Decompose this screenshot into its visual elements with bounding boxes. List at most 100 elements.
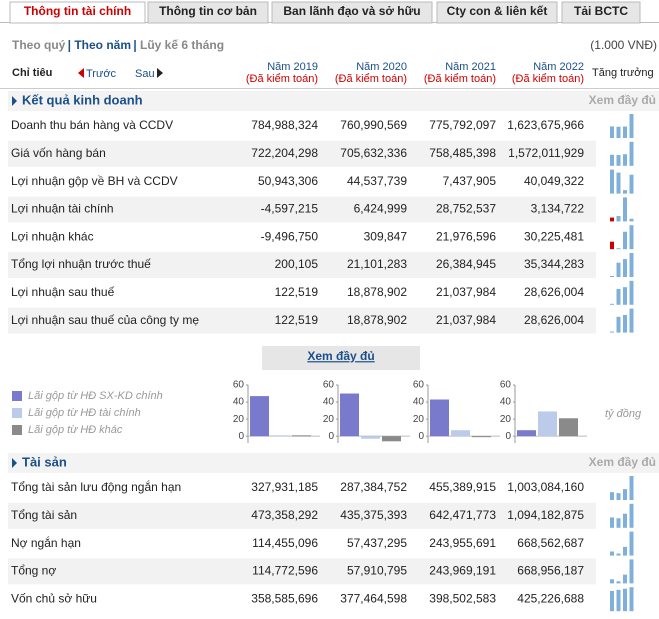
row-bg — [8, 502, 596, 529]
growth-bar — [610, 169, 614, 194]
row-bg — [8, 252, 596, 278]
cell-value: 243,955,691 — [429, 536, 496, 550]
cell-value: 35,344,283 — [524, 257, 584, 271]
growth-bar — [623, 546, 627, 556]
year-header: Năm 2021 — [445, 61, 496, 73]
growth-bar — [616, 316, 621, 333]
cell-value: 21,101,283 — [347, 257, 407, 271]
growth-bar — [629, 503, 634, 528]
growth-bar — [623, 154, 627, 166]
growth-bar — [623, 489, 627, 500]
bar — [382, 436, 401, 442]
growth-bar — [629, 253, 634, 277]
growth-bar — [623, 588, 627, 612]
cell-value: 3,134,722 — [531, 202, 585, 216]
row-label: Tổng nợ — [11, 564, 56, 578]
growth-bar — [616, 553, 621, 556]
bar — [430, 399, 449, 437]
row-label: Lợi nhuận gộp về BH và CCDV — [11, 174, 178, 188]
cell-value: 57,910,795 — [347, 564, 407, 578]
y-tick-label: 40 — [233, 397, 245, 408]
growth-bar — [616, 518, 621, 528]
cell-value: 309,847 — [364, 229, 408, 243]
period-option[interactable]: Theo năm — [74, 38, 131, 52]
cell-value: 7,437,905 — [443, 174, 497, 188]
cell-value: 26,384,945 — [436, 257, 496, 271]
prev-link[interactable]: Trước — [86, 68, 117, 80]
row-label: Doanh thu bán hàng và CCDV — [11, 118, 173, 132]
growth-bar — [610, 217, 614, 222]
bar — [340, 393, 359, 437]
cell-value: 57,437,295 — [347, 536, 407, 550]
show-full-button[interactable] — [262, 346, 420, 370]
cell-value: 200,105 — [275, 257, 319, 271]
legend-label: Lãi gộp từ HĐ tài chính — [28, 407, 141, 419]
growth-bar — [623, 513, 627, 528]
growth-bar — [616, 172, 621, 194]
tab[interactable] — [9, 1, 146, 24]
row-label: Tổng tài sản — [11, 508, 77, 522]
row-label: Tổng lợi nhuận trước thuế — [11, 257, 151, 271]
growth-bar — [610, 590, 614, 612]
cell-value: 21,037,984 — [436, 285, 496, 299]
section-more[interactable]: Xem đầy đủ — [589, 455, 656, 469]
y-tick-label: 20 — [233, 414, 245, 425]
bar — [472, 436, 491, 438]
cell-value: 705,632,336 — [340, 146, 407, 160]
growth-bar — [616, 581, 621, 584]
row-bg — [8, 307, 596, 334]
y-axis-unit: tỷ đồng — [605, 408, 642, 420]
show-full-link[interactable]: Xem đầy đủ — [307, 349, 374, 363]
tab-label[interactable]: Tải BCTC — [574, 4, 628, 18]
period-option[interactable]: Lũy kế 6 tháng — [140, 38, 224, 52]
growth-bar — [610, 303, 614, 305]
growth-bar — [610, 579, 614, 584]
section-more[interactable]: Xem đầy đủ — [589, 93, 656, 107]
growth-bar — [623, 190, 627, 194]
cell-value: -9,496,750 — [261, 229, 319, 243]
cell-value: 455,389,915 — [429, 480, 496, 494]
cell-value: 28,752,537 — [436, 202, 496, 216]
y-tick-label: 60 — [233, 380, 245, 391]
period-option[interactable]: Theo quý — [12, 38, 66, 52]
tab[interactable] — [561, 1, 641, 24]
legend-swatch — [12, 391, 22, 401]
tab-label[interactable]: Ban lãnh đạo và sở hữu — [283, 4, 420, 18]
bar — [361, 436, 380, 439]
growth-bar — [610, 276, 614, 277]
cell-value: 473,358,292 — [251, 508, 318, 522]
growth-bar — [610, 517, 614, 528]
growth-bar — [616, 262, 621, 277]
tab-label[interactable]: Cty con & liên kết — [447, 4, 548, 18]
growth-bar — [610, 331, 614, 333]
tab[interactable] — [436, 1, 558, 24]
y-tick-label: 40 — [323, 397, 335, 408]
growth-bar — [616, 248, 621, 250]
cell-value: 784,988,324 — [251, 118, 318, 132]
growth-bar — [623, 314, 627, 333]
growth-bar — [623, 574, 627, 584]
row-label: Tổng tài sản lưu động ngắn hạn — [11, 479, 181, 494]
cell-value: 435,375,393 — [340, 508, 407, 522]
y-tick-label: 0 — [238, 431, 244, 442]
tab-label[interactable]: Thông tin tài chính — [24, 4, 131, 18]
growth-bar — [616, 216, 621, 222]
bar — [517, 430, 536, 437]
y-tick-label: 20 — [413, 414, 425, 425]
next-arrow[interactable] — [157, 68, 163, 78]
audit-note: (Đã kiểm toán) — [335, 73, 407, 85]
tab[interactable] — [147, 1, 269, 24]
growth-bar — [610, 551, 614, 556]
cell-value: 21,037,984 — [436, 313, 496, 327]
growth-bar — [616, 493, 621, 500]
cell-value: 50,943,306 — [258, 174, 318, 188]
y-tick-label: 40 — [413, 397, 425, 408]
next-link[interactable]: Sau — [135, 68, 155, 80]
prev-arrow[interactable] — [78, 68, 84, 78]
section-header-bg — [8, 453, 659, 473]
tab-label[interactable]: Thông tin cơ bản — [159, 4, 257, 18]
tab[interactable] — [271, 1, 433, 24]
growth-bar — [623, 197, 627, 222]
cell-value: 122,519 — [275, 285, 319, 299]
growth-bar — [629, 141, 634, 166]
